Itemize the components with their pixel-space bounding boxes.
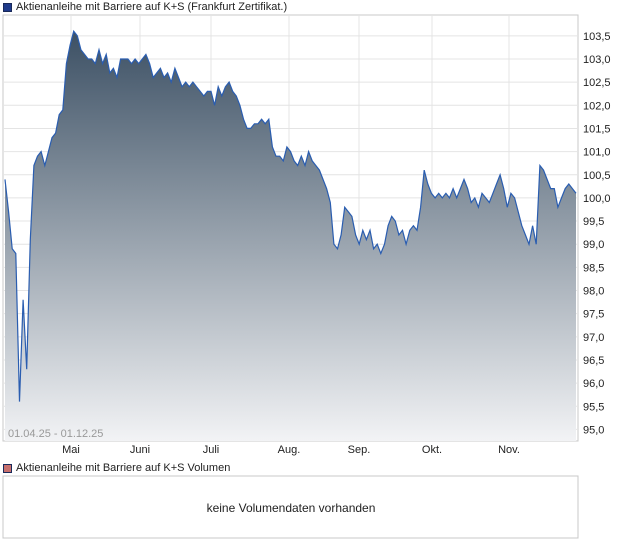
- price-legend-label: Aktienanleihe mit Barriere auf K+S (Fran…: [16, 1, 288, 13]
- price-line: [4, 29, 577, 402]
- y-tick-label: 98,0: [583, 286, 604, 298]
- x-tick-label: Sep.: [348, 444, 371, 456]
- volume-legend-swatch: [3, 463, 12, 473]
- x-tick-label: Mai: [62, 444, 80, 456]
- volume-legend-label: Aktienanleihe mit Barriere auf K+S Volum…: [16, 462, 231, 474]
- no-volume-message: keine Volumendaten vorhanden: [207, 501, 376, 515]
- y-tick-label: 98,5: [583, 262, 604, 274]
- y-tick-label: 97,0: [583, 332, 604, 344]
- y-tick-label: 100,5: [583, 170, 611, 182]
- y-tick-label: 96,5: [583, 355, 604, 367]
- price-legend-swatch: [3, 2, 12, 12]
- y-tick-label: 95,5: [583, 401, 604, 413]
- x-tick-label: Juni: [130, 444, 150, 456]
- x-tick-label: Juli: [203, 444, 220, 456]
- y-tick-label: 103,5: [583, 31, 611, 43]
- y-tick-label: 101,5: [583, 123, 611, 135]
- x-tick-label: Okt.: [422, 444, 442, 456]
- y-tick-label: 102,5: [583, 77, 611, 89]
- y-tick-label: 96,0: [583, 378, 604, 390]
- y-tick-label: 97,5: [583, 309, 604, 321]
- price-area: [5, 31, 576, 441]
- date-range-label: 01.04.25 - 01.12.25: [8, 428, 103, 440]
- volume-legend: Aktienanleihe mit Barriere auf K+S Volum…: [3, 461, 230, 475]
- y-tick-label: 100,0: [583, 193, 611, 205]
- x-tick-label: Aug.: [278, 444, 301, 456]
- y-tick-label: 95,0: [583, 424, 604, 436]
- x-tick-label: Nov.: [498, 444, 520, 456]
- y-tick-label: 99,0: [583, 239, 604, 251]
- y-tick-label: 102,0: [583, 100, 611, 112]
- y-tick-label: 103,0: [583, 54, 611, 66]
- x-axis: Mai Juni Juli Aug. Sep. Okt. Nov.: [62, 444, 520, 456]
- y-tick-label: 101,0: [583, 147, 611, 159]
- volume-panel: [2, 475, 579, 539]
- price-legend: Aktienanleihe mit Barriere auf K+S (Fran…: [3, 0, 287, 14]
- y-tick-label: 99,5: [583, 216, 604, 228]
- y-axis: 103,5 103,0 102,5 102,0 101,5 101,0 100,5 100,0…: [583, 31, 611, 437]
